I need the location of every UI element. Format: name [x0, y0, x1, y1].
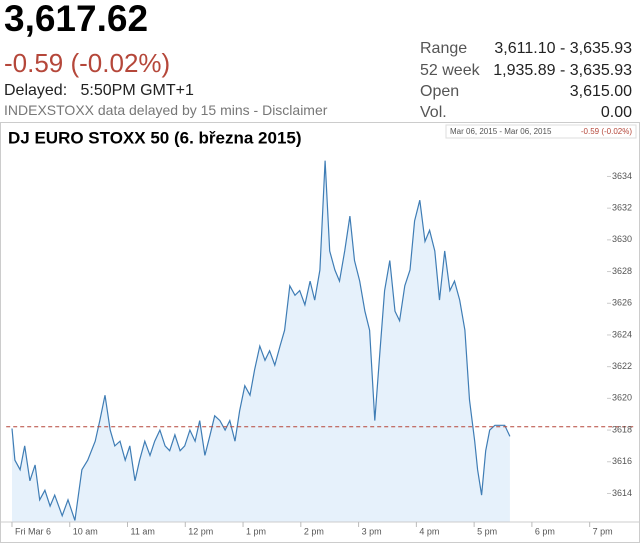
y-tick-label: 3630: [612, 234, 632, 244]
x-tick-label: Fri Mar 6: [15, 526, 51, 536]
delayed-label: Delayed:: [4, 82, 68, 99]
y-tick-label: 3628: [612, 266, 632, 276]
price-line: [11, 160, 511, 521]
x-tick-label: 3 pm: [362, 526, 382, 536]
area: [12, 160, 510, 522]
y-tick-label: 3626: [612, 298, 632, 308]
x-tick-label: 11 am: [131, 526, 155, 536]
y-tick-label: 3622: [612, 361, 632, 371]
disclaimer[interactable]: INDEXSTOXX data delayed by 15 mins - Dis…: [4, 102, 328, 118]
x-tick-label: 6 pm: [535, 526, 555, 536]
y-tick-label: 3634: [612, 171, 632, 181]
y-tick-label: 3620: [612, 393, 632, 403]
x-tick-label: 7 pm: [593, 526, 613, 536]
delayed-info: Delayed: 5:50PM GMT+1: [4, 82, 194, 100]
y-tick-label: 3624: [612, 329, 632, 339]
x-tick-label: 4 pm: [419, 526, 439, 536]
stat-label: 52 week: [420, 62, 480, 79]
x-tick-label: 5 pm: [477, 526, 497, 536]
date-range: Mar 06, 2015 - Mar 06, 2015: [450, 127, 552, 136]
x-tick-label: 1 pm: [246, 526, 266, 536]
delayed-time: 5:50PM GMT+1: [80, 82, 194, 99]
y-tick-label: 3616: [612, 456, 632, 466]
legend-change: -0.59 (-0.02%): [581, 127, 632, 136]
stat-value: 0.00: [600, 104, 632, 121]
legend-box: [445, 124, 637, 139]
x-tick-label: 12 pm: [188, 526, 213, 536]
y-tick-label: 3632: [612, 203, 632, 213]
stat-value: 3,611.10 - 3,635.93: [494, 40, 632, 57]
chart: DJ EURO STOXX 50 (6. března 2015) Mar 06…: [0, 122, 640, 543]
price-change: -0.59 (-0.02%): [4, 48, 171, 78]
stat-value: 3,615.00: [569, 83, 632, 100]
x-tick-label: 2 pm: [304, 526, 324, 536]
y-tick-label: 3618: [612, 424, 632, 434]
x-tick-label: 10 am: [73, 526, 98, 536]
y-tick-label: 3614: [612, 488, 632, 498]
chart-title: DJ EURO STOXX 50 (6. března 2015): [8, 128, 302, 147]
stat-label: Vol.: [420, 104, 447, 121]
stat-label: Open: [420, 83, 460, 100]
price: 3,617.62: [4, 0, 149, 39]
stat-value: 1,935.89 - 3,635.93: [493, 62, 632, 79]
stat-label: Range: [420, 40, 468, 57]
